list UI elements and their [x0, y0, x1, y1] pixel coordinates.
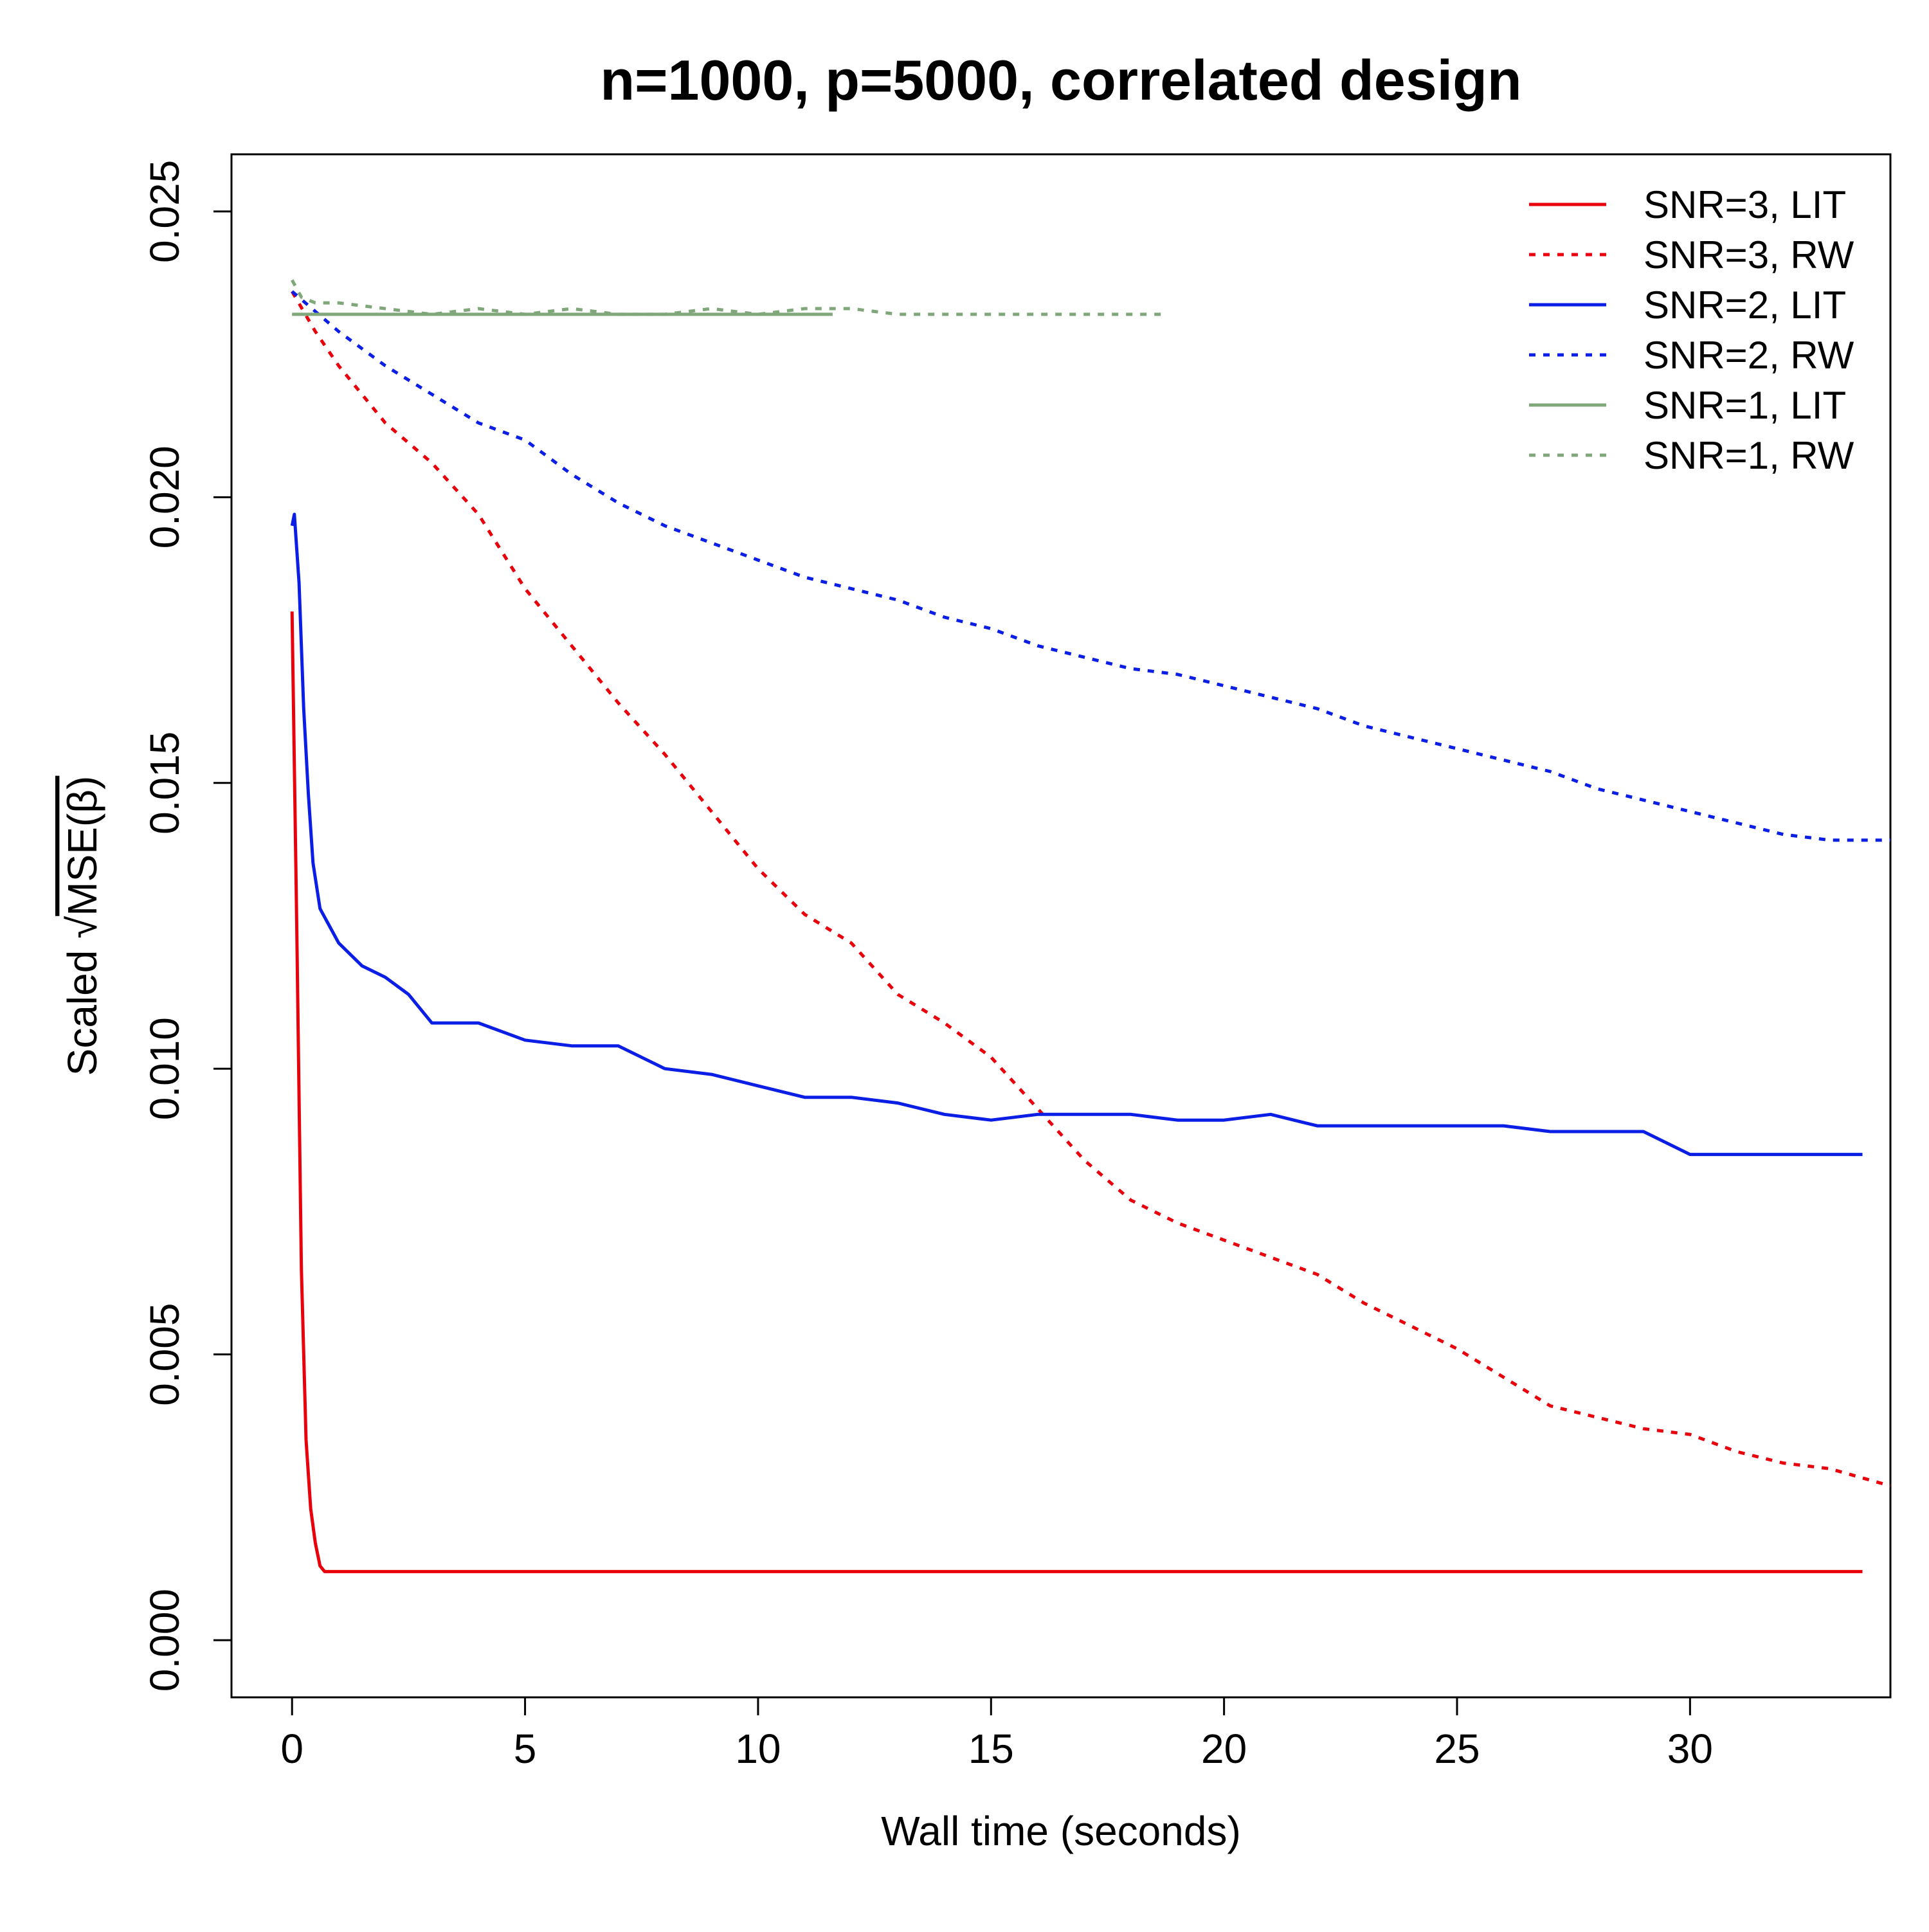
series-line-4: [291, 290, 1890, 842]
svg-text:Scaled √MSE(β): Scaled √MSE(β): [59, 776, 105, 1076]
y-axis-label-radical: √: [59, 916, 105, 939]
legend-label: SNR=3, RW: [1644, 233, 1854, 276]
y-tick-label: 0.000: [141, 1589, 188, 1692]
legend-label: SNR=2, RW: [1644, 334, 1854, 377]
y-axis-label-radicand: MSE(β): [59, 776, 105, 916]
x-tick-label: 0: [280, 1726, 303, 1772]
x-tick-label: 5: [514, 1726, 537, 1772]
legend-label: SNR=2, LIT: [1644, 284, 1846, 327]
y-tick-label: 0.020: [141, 446, 188, 548]
series-line-1: [290, 611, 1863, 1573]
y-tick-label: 0.015: [141, 732, 188, 835]
y-axis-label: Scaled √MSE(β): [59, 776, 105, 1076]
x-tick-label: 25: [1434, 1726, 1480, 1772]
series-line-3: [290, 512, 1863, 1157]
legend-label: SNR=3, LIT: [1644, 183, 1846, 226]
y-tick-label: 0.010: [141, 1017, 188, 1120]
y-tick-label: 0.005: [141, 1303, 188, 1406]
x-tick-label: 30: [1667, 1726, 1713, 1772]
y-axis: 0.000 0.005 0.010 0.015 0.020 0.025: [141, 160, 233, 1692]
y-axis-label-prefix: Scaled: [59, 939, 105, 1076]
legend-label: SNR=1, LIT: [1644, 384, 1846, 427]
series-line-6: [291, 279, 1168, 316]
x-tick-label: 10: [735, 1726, 781, 1772]
x-tick-label: 20: [1201, 1726, 1247, 1772]
y-tick-label: 0.025: [141, 160, 188, 263]
legend: SNR=3, LIT SNR=3, RW SNR=2, LIT SNR=2, RW SN…: [1529, 183, 1854, 477]
plot-frame: [230, 153, 1892, 1699]
legend-label: SNR=1, RW: [1644, 434, 1854, 477]
x-tick-label: 15: [968, 1726, 1014, 1772]
series-layer: [290, 279, 1891, 1573]
x-axis: 0 5 10 15 20 25 30: [280, 1696, 1713, 1772]
chart-title: n=1000, p=5000, correlated design: [600, 48, 1521, 112]
x-axis-label: Wall time (seconds): [881, 1808, 1241, 1854]
